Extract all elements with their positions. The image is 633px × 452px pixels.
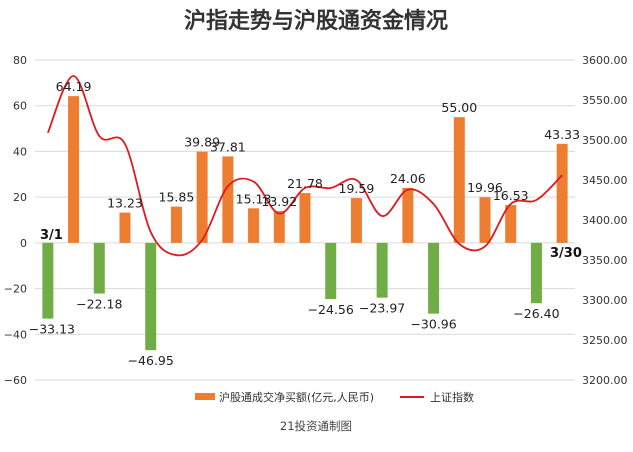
value-label-11: −24.56 — [308, 302, 354, 317]
bar-12 — [350, 198, 362, 243]
value-label-9: 13.92 — [261, 194, 297, 209]
start-date-label: 3/1 — [40, 228, 63, 243]
value-label-13: −23.97 — [359, 301, 405, 316]
bar-20 — [556, 143, 568, 243]
bar-7 — [222, 156, 234, 243]
bar-14 — [402, 187, 414, 243]
chart-title: 沪指走势与沪股通资金情况 — [184, 8, 448, 34]
right-tick-label: 3300.00 — [582, 294, 628, 307]
value-label-2: −22.18 — [76, 297, 122, 312]
line-layer — [47, 75, 563, 257]
right-tick-label: 3200.00 — [582, 374, 628, 387]
value-label-15: −30.96 — [410, 317, 456, 332]
bar-9 — [273, 211, 285, 243]
left-tick-label: 20 — [13, 191, 27, 204]
right-tick-label: 3450.00 — [582, 174, 628, 187]
value-label-1: 64.19 — [56, 79, 92, 94]
bar-8 — [248, 208, 260, 243]
right-tick-label: 3350.00 — [582, 254, 628, 267]
bar-16 — [453, 117, 465, 243]
bar-19 — [530, 242, 542, 304]
value-label-14: 24.06 — [390, 171, 426, 186]
right-tick-label: 3400.00 — [582, 214, 628, 227]
value-label-12: 19.59 — [339, 181, 375, 196]
bars-layer — [42, 96, 568, 351]
right-tick-label: 3550.00 — [582, 94, 628, 107]
bar-4 — [145, 242, 157, 351]
bar-10 — [299, 193, 311, 243]
value-label-20: 43.33 — [544, 127, 580, 142]
left-tick-label: 0 — [20, 237, 27, 250]
source-caption: 21投资通制图 — [280, 419, 352, 433]
legend-label-bar: 沪股通成交净买额(亿元,人民币) — [219, 390, 374, 404]
left-tick-label: −40 — [4, 328, 27, 341]
bar-2 — [93, 242, 105, 294]
bar-17 — [479, 197, 491, 243]
bar-3 — [119, 212, 131, 243]
value-label-18: 16.53 — [493, 188, 529, 203]
value-labels-layer: −33.13 64.19 −22.18 13.23 −46.95 15.85 39.8937… — [29, 79, 580, 368]
value-label-3: 13.23 — [107, 196, 143, 211]
value-label-7: 37.81 — [210, 139, 246, 154]
bar-5 — [170, 206, 182, 243]
right-tick-label: 3600.00 — [582, 54, 628, 67]
value-label-16: 55.00 — [441, 100, 477, 115]
legend-label-line: 上证指数 — [430, 390, 474, 404]
index-line — [47, 75, 563, 257]
right-tick-label: 3250.00 — [582, 334, 628, 347]
bar-1 — [68, 96, 80, 243]
left-tick-label: −60 — [4, 374, 27, 387]
bar-18 — [505, 205, 517, 243]
value-label-10: 21.78 — [287, 176, 323, 191]
bar-13 — [376, 242, 388, 298]
left-axis-ticks: −60 −40 −20 0 20 40 60 80 — [4, 54, 27, 387]
left-tick-label: −20 — [4, 283, 27, 296]
value-label-8: 15.13 — [236, 191, 272, 206]
value-label-4: −46.95 — [128, 353, 174, 368]
value-label-5: 15.85 — [159, 190, 195, 205]
left-tick-label: 40 — [13, 145, 27, 158]
bar-11 — [325, 242, 337, 299]
value-label-0: −33.13 — [29, 322, 75, 337]
bar-0 — [42, 242, 54, 319]
legend-swatch-bar — [195, 393, 215, 400]
value-label-6: 39.89 — [184, 135, 220, 150]
legend: 沪股通成交净买额(亿元,人民币) 上证指数 — [195, 390, 474, 404]
right-tick-label: 3500.00 — [582, 134, 628, 147]
right-axis-ticks: 3200.00 3250.00 3300.00 3350.00 3400.00 3450.… — [582, 54, 628, 387]
value-label-19: −26.40 — [513, 306, 559, 321]
value-label-17: 19.96 — [467, 180, 503, 195]
bar-15 — [428, 242, 440, 314]
left-tick-label: 60 — [13, 100, 27, 113]
end-date-label: 3/30 — [550, 246, 582, 261]
left-tick-label: 80 — [13, 54, 27, 67]
bar-6 — [196, 151, 208, 243]
